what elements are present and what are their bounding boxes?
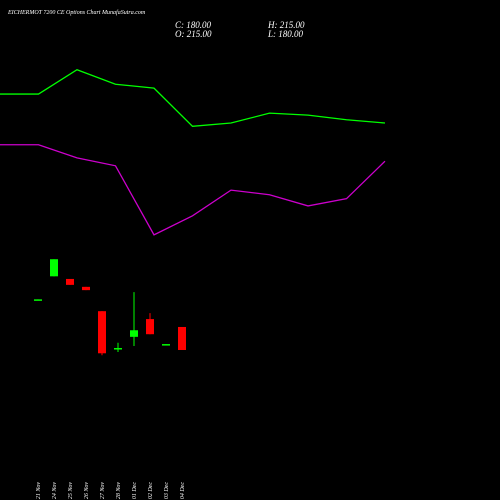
x-tick-label: 28 Nov <box>116 482 122 500</box>
x-tick-label: 24 Nov <box>51 482 58 500</box>
candle-body <box>82 286 90 291</box>
x-tick-label: 21 Nov <box>36 482 42 500</box>
candle-body <box>50 259 58 277</box>
x-tick-label: 27 Nov <box>100 482 106 500</box>
x-tick-label: 26 Nov <box>84 482 90 500</box>
stat-close: C: 180.00 <box>175 20 212 30</box>
stat-high: H: 215.00 <box>267 20 305 30</box>
x-tick-label: 03 Dec <box>164 482 170 499</box>
candle-body <box>98 311 106 354</box>
candle-body <box>162 344 170 346</box>
candle-body <box>34 299 42 301</box>
stat-low: L: 180.00 <box>267 29 304 39</box>
indicator-line <box>0 69 386 127</box>
candle-body <box>146 319 154 335</box>
x-tick-label: 01 Dec <box>132 482 138 499</box>
x-tick-label: 25 Nov <box>68 482 74 500</box>
candle-body <box>114 348 122 350</box>
candle-body <box>66 278 74 285</box>
indicator-line <box>0 144 386 236</box>
x-tick-label: 04 Dec <box>179 482 186 499</box>
candle-body <box>130 330 138 337</box>
x-tick-label: 02 Dec <box>148 482 154 499</box>
stat-open: O: 215.00 <box>175 29 212 39</box>
candle-body <box>178 326 186 350</box>
chart-title: EICHERMOT 7200 CE Options Chart MunafaSu… <box>7 9 146 16</box>
